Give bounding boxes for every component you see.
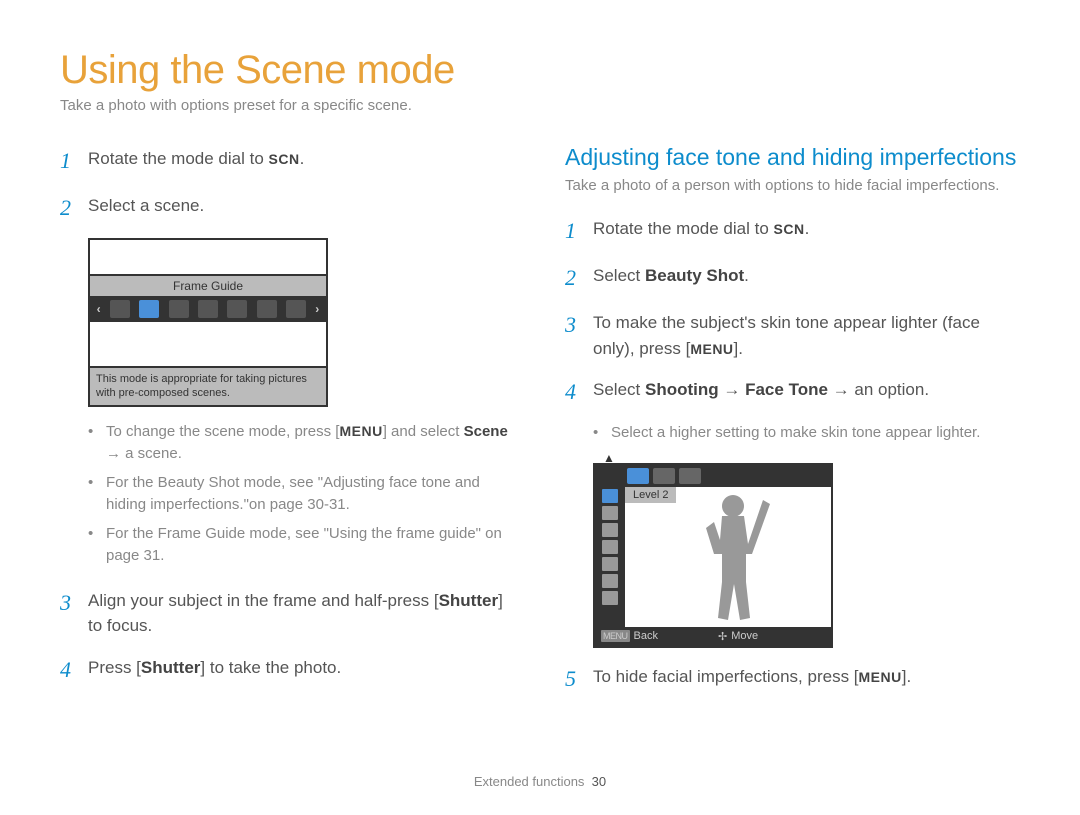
step-text-post: ]. <box>902 667 911 686</box>
scene-icon <box>227 300 247 318</box>
top-tab-icon-selected <box>627 468 649 484</box>
left-step-4: 4 Press [Shutter] to take the photo. <box>60 653 515 686</box>
face-tone-lcd: ▲ Level 2 <box>593 463 833 648</box>
bullet-item: • To change the scene mode, press [MENU]… <box>88 421 515 466</box>
step-text-post: . <box>744 266 749 285</box>
step-number: 1 <box>565 214 593 247</box>
chevron-right-icon: › <box>315 302 319 316</box>
scene-icon <box>286 300 306 318</box>
step-number: 3 <box>565 308 593 361</box>
lcd-banner: Frame Guide <box>90 276 326 296</box>
step-text: Select a scene. <box>88 191 515 224</box>
scene-icon <box>169 300 189 318</box>
person-silhouette-icon <box>700 492 770 622</box>
bullet-text: To change the scene mode, press [ <box>106 423 339 440</box>
step-number: 3 <box>60 586 88 639</box>
right-step-5: 5 To hide facial imperfections, press [M… <box>565 662 1020 695</box>
scene-icon <box>257 300 277 318</box>
page-subtitle: Take a photo with options preset for a s… <box>60 97 1020 114</box>
sidebar-icon <box>602 506 618 520</box>
scene-mode-lcd: Frame Guide ‹ › This mode is appropriate… <box>88 238 328 407</box>
scn-label: SCN <box>774 221 805 237</box>
bold-text: Scene <box>464 423 508 440</box>
bold-text: Face Tone <box>745 380 828 399</box>
right-column: Adjusting face tone and hiding imperfect… <box>565 144 1020 709</box>
left-column: 1 Rotate the mode dial to SCN. 2 Select … <box>60 144 515 709</box>
right-step-1: 1 Rotate the mode dial to SCN. <box>565 214 1020 247</box>
step-text: Rotate the mode dial to <box>593 219 774 238</box>
caret-up-icon: ▲ <box>603 451 615 465</box>
menu-label: MENU <box>859 669 902 685</box>
menu-label: MENU <box>339 423 382 439</box>
bullet-text: → a scene. <box>106 445 182 462</box>
page-title: Using the Scene mode <box>60 48 1020 93</box>
step-number: 2 <box>60 191 88 224</box>
step-text-post: . <box>300 149 305 168</box>
lcd-sidebar <box>595 487 625 627</box>
bold-text: Shutter <box>439 591 499 610</box>
step-text: To hide facial imperfections, press [ <box>593 667 859 686</box>
step-text: Align your subject in the frame and half… <box>88 591 439 610</box>
right-step-2: 2 Select Beauty Shot. <box>565 261 1020 294</box>
step-text: Select <box>593 380 645 399</box>
scene-icon <box>198 300 218 318</box>
bullet-item: • For the Frame Guide mode, see "Using t… <box>88 523 515 568</box>
bullet-text: For the Beauty Shot mode, see "Adjusting… <box>106 472 515 517</box>
scene-icon-row: ‹ › <box>90 296 326 322</box>
left-step-2: 2 Select a scene. <box>60 191 515 224</box>
scene-icon-selected <box>139 300 159 318</box>
top-tab-icon <box>679 468 701 484</box>
step-text-post: ] to take the photo. <box>200 658 341 677</box>
step-text: Press [ <box>88 658 141 677</box>
sidebar-icon <box>602 557 618 571</box>
scene-icon <box>110 300 130 318</box>
right-step-4: 4 Select Shooting → Face Tone → an optio… <box>565 375 1020 408</box>
bullet-item: • Select a higher setting to make skin t… <box>593 422 1020 445</box>
section-sub: Take a photo of a person with options to… <box>565 177 1020 194</box>
bullet-item: • For the Beauty Shot mode, see "Adjusti… <box>88 472 515 517</box>
step-number: 5 <box>565 662 593 695</box>
step-number: 1 <box>60 144 88 177</box>
bullet-text: Select a higher setting to make skin ton… <box>611 422 980 445</box>
bold-text: Beauty Shot <box>645 266 744 285</box>
menu-mini-icon: MENU <box>601 630 630 642</box>
right-step-3: 3 To make the subject's skin tone appear… <box>565 308 1020 361</box>
lcd-description: This mode is appropriate for taking pict… <box>90 368 326 405</box>
step-text: Select <box>593 266 645 285</box>
bold-text: Shooting <box>645 380 719 399</box>
move-label: ✢ Move <box>718 630 758 643</box>
step-text: → <box>719 380 745 399</box>
back-label: MENU Back <box>601 630 658 643</box>
lcd-top-tabs <box>595 465 831 487</box>
bold-text: Shutter <box>141 658 201 677</box>
sidebar-icon-selected <box>602 489 618 503</box>
page-footer: Extended functions 30 <box>0 774 1080 789</box>
step-number: 4 <box>565 375 593 408</box>
step-text: To make the subject's skin tone appear l… <box>593 313 980 358</box>
bullet-text: For the Frame Guide mode, see "Using the… <box>106 523 515 568</box>
left-step-3: 3 Align your subject in the frame and ha… <box>60 586 515 639</box>
menu-label: MENU <box>690 341 733 357</box>
page-number: 30 <box>592 774 606 789</box>
top-tab-icon <box>653 468 675 484</box>
sidebar-icon <box>602 574 618 588</box>
scn-label: SCN <box>269 151 300 167</box>
step-text-post: ]. <box>734 339 743 358</box>
footer-label: Extended functions <box>474 774 585 789</box>
level-label: Level 2 <box>625 487 676 503</box>
sidebar-icon <box>602 523 618 537</box>
step-text: Rotate the mode dial to <box>88 149 269 168</box>
chevron-left-icon: ‹ <box>97 302 101 316</box>
sidebar-icon <box>602 591 618 605</box>
left-step-1: 1 Rotate the mode dial to SCN. <box>60 144 515 177</box>
step-text: → an option. <box>828 380 929 399</box>
section-heading: Adjusting face tone and hiding imperfect… <box>565 144 1020 171</box>
sidebar-icon <box>602 540 618 554</box>
step-text-post: . <box>805 219 810 238</box>
step-number: 4 <box>60 653 88 686</box>
bullet-text: ] and select <box>383 423 464 440</box>
step-number: 2 <box>565 261 593 294</box>
